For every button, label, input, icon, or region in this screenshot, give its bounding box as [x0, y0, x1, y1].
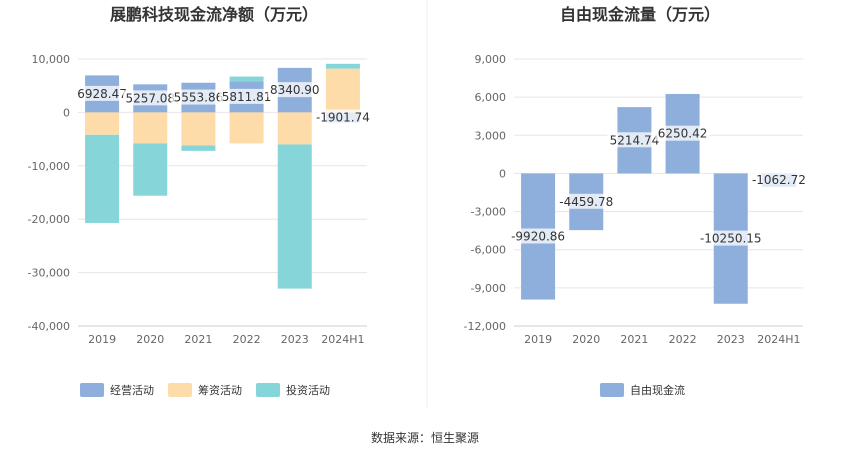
data-label-bg: [171, 89, 226, 105]
y-tick-label: -40,000: [28, 320, 70, 333]
x-tick-label: 2020: [136, 333, 164, 346]
data-label: -1901.74: [316, 110, 370, 124]
data-label: 5553.86: [174, 91, 224, 105]
y-tick-label: -10,000: [28, 160, 70, 173]
x-tick-label: 2021: [184, 333, 212, 346]
bar-segment: [181, 112, 216, 146]
y-tick-label: -12,000: [464, 320, 506, 333]
legend-swatch: [80, 383, 104, 397]
bar-segment: [133, 112, 168, 144]
legend-label: 筹资活动: [198, 383, 242, 397]
data-label-bg: [123, 90, 178, 106]
data-label-bg: [74, 85, 130, 101]
x-tick-label: 2022: [669, 333, 697, 346]
data-label-bg: [507, 228, 569, 244]
x-tick-label: 2022: [233, 333, 261, 346]
x-tick-label: 2024H1: [321, 333, 364, 346]
data-label: 6250.42: [658, 127, 708, 141]
y-tick-label: 10,000: [32, 53, 71, 66]
y-tick-label: 3,000: [475, 129, 507, 142]
data-label: -4459.78: [559, 195, 613, 209]
x-tick-label: 2020: [572, 333, 600, 346]
data-label-bg: [267, 82, 322, 98]
legend-swatch: [168, 383, 192, 397]
data-label-bg: [607, 132, 662, 148]
y-tick-label: -30,000: [28, 267, 70, 280]
data-label-bg: [696, 230, 766, 246]
data-label: 5811.81: [222, 90, 272, 104]
x-tick-label: 2024H1: [757, 333, 800, 346]
data-label: 8340.90: [270, 83, 320, 97]
x-tick-label: 2019: [88, 333, 116, 346]
y-tick-label: -6,000: [471, 244, 506, 257]
data-label: 5257.08: [125, 91, 175, 105]
bar-segment: [229, 76, 264, 82]
data-label-bg: [555, 193, 618, 209]
y-tick-label: -9,000: [471, 282, 506, 295]
data-label: -10250.15: [700, 232, 762, 246]
y-tick-label: 0: [499, 167, 506, 180]
legend-label: 自由现金流: [630, 383, 685, 397]
bar-segment: [229, 112, 264, 144]
bar-segment: [181, 145, 216, 151]
legend-label: 经营活动: [110, 383, 154, 397]
x-tick-label: 2023: [281, 333, 309, 346]
bar-segment: [325, 63, 360, 69]
y-tick-label: -20,000: [28, 213, 70, 226]
bar-segment: [133, 143, 168, 196]
legend-swatch: [600, 383, 624, 397]
chart-title: 自由现金流量（万元）: [560, 5, 720, 24]
data-label-bg: [219, 88, 274, 104]
bar-segment: [85, 134, 120, 223]
data-label: 5214.74: [610, 133, 660, 147]
x-tick-label: 2019: [524, 333, 552, 346]
bar-segment: [277, 144, 312, 289]
bar-segment: [85, 112, 120, 135]
data-label: -1062.72: [752, 173, 806, 187]
legend-label: 投资活动: [286, 383, 330, 397]
x-tick-label: 2023: [717, 333, 745, 346]
x-tick-label: 2021: [620, 333, 648, 346]
bar-segment: [325, 68, 360, 113]
y-tick-label: 9,000: [475, 53, 507, 66]
data-label: 6928.47: [77, 87, 127, 101]
data-label-bg: [748, 172, 810, 188]
bar-segment: [277, 112, 312, 145]
y-tick-label: 6,000: [475, 91, 507, 104]
legend-swatch: [256, 383, 280, 397]
data-label-bg: [655, 125, 710, 141]
source-note: 数据来源：恒生聚源: [371, 430, 479, 445]
y-tick-label: 0: [63, 106, 70, 119]
data-label: -9920.86: [511, 229, 565, 243]
chart-title: 展鹏科技现金流净额（万元）: [110, 5, 318, 24]
data-label-bg: [312, 109, 374, 125]
y-tick-label: -3,000: [471, 206, 506, 219]
